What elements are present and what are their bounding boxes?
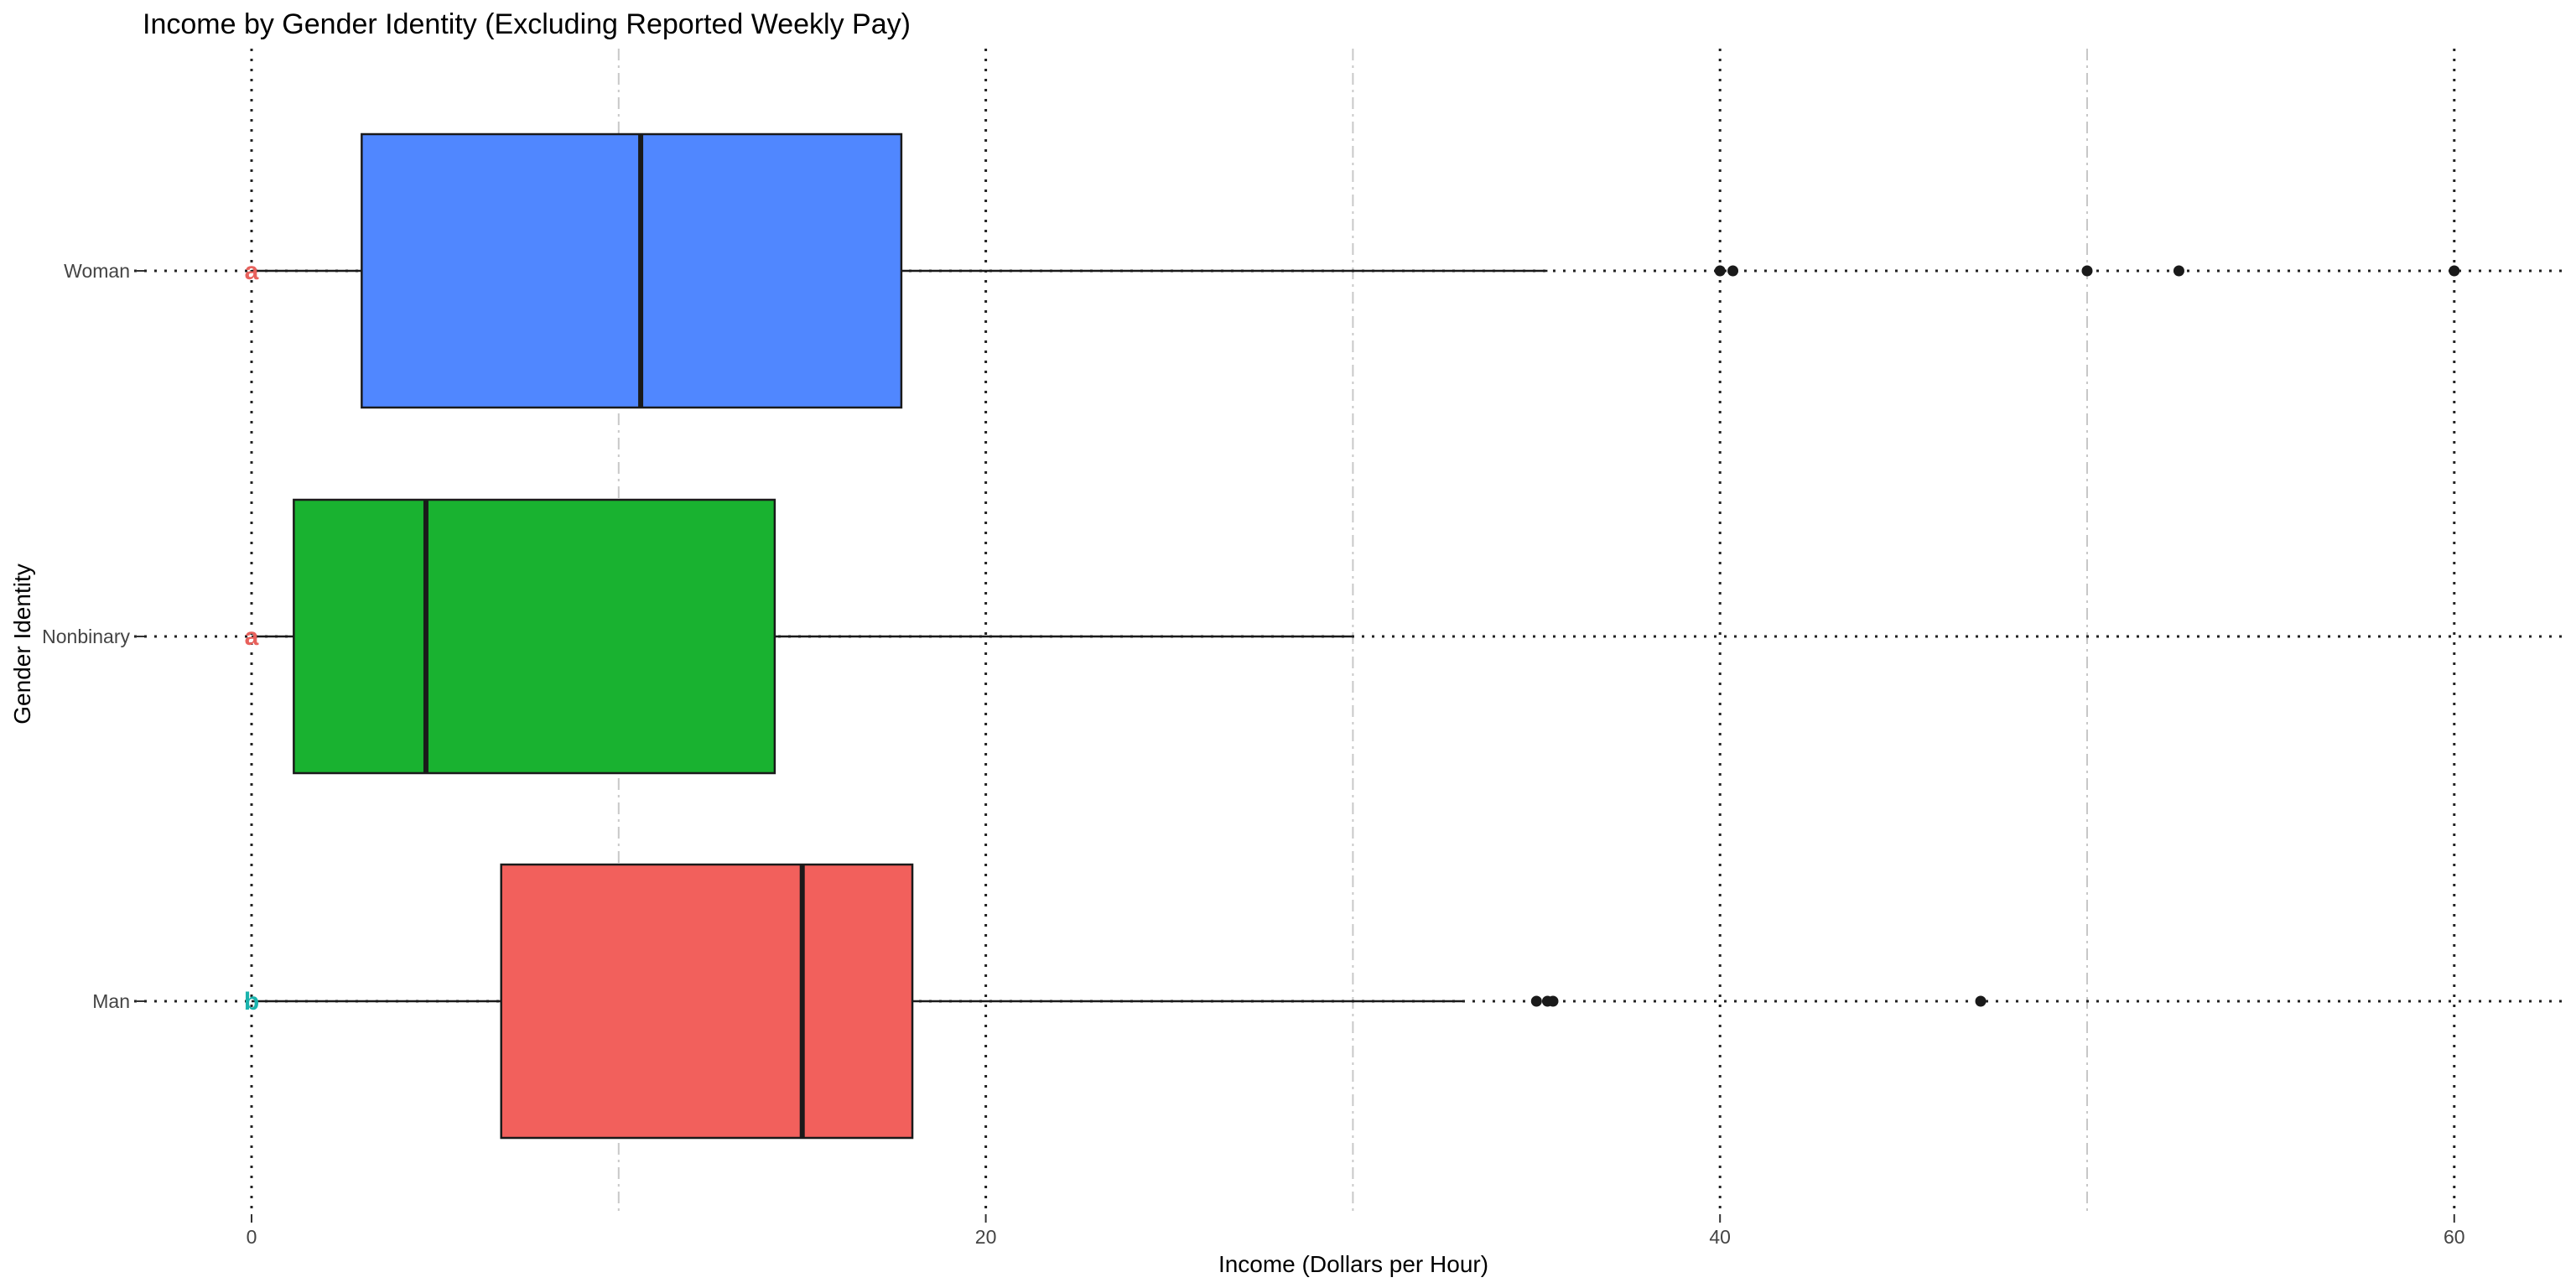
box-row-man: b [134,863,2566,1140]
x-tick-label-60: 60 [2444,1226,2465,1248]
box-nonbinary [293,498,776,775]
outlier-point-man-3 [1975,995,1987,1007]
x-tick-label-40: 40 [1709,1226,1731,1248]
outlier-point-man-0 [1530,995,1542,1007]
y-tick-label-man: Man [92,990,130,1012]
box-row-nonbinary: a [134,498,2566,775]
point-marker-nonbinary: a [245,623,259,651]
outlier-point-woman-2 [2081,265,2093,277]
box-row-woman: a [134,132,2566,409]
outlier-point-woman-0 [1714,265,1726,277]
point-marker-woman: a [245,257,259,285]
box-woman [361,132,903,409]
y-axis-ticks: Woman Nonbinary Man [42,260,144,1012]
outlier-point-woman-4 [2449,265,2460,277]
y-tick-label-woman: Woman [64,260,130,282]
box-man [500,863,914,1140]
outlier-point-man-2 [1547,995,1559,1007]
x-tick-label-0: 0 [247,1226,257,1248]
x-axis-title: Income (Dollars per Hour) [1218,1251,1488,1277]
point-marker-man: b [244,988,259,1015]
outlier-point-woman-3 [2173,265,2184,277]
chart-title: Income by Gender Identity (Excluding Rep… [143,8,911,40]
outlier-point-woman-1 [1727,265,1739,277]
box-rows: a a b [134,132,2566,1140]
x-axis-ticks: 0 20 40 60 [247,1214,2465,1248]
y-tick-label-nonbinary: Nonbinary [42,626,130,647]
y-axis-title: Gender Identity [9,564,35,724]
x-tick-label-20: 20 [975,1226,997,1248]
